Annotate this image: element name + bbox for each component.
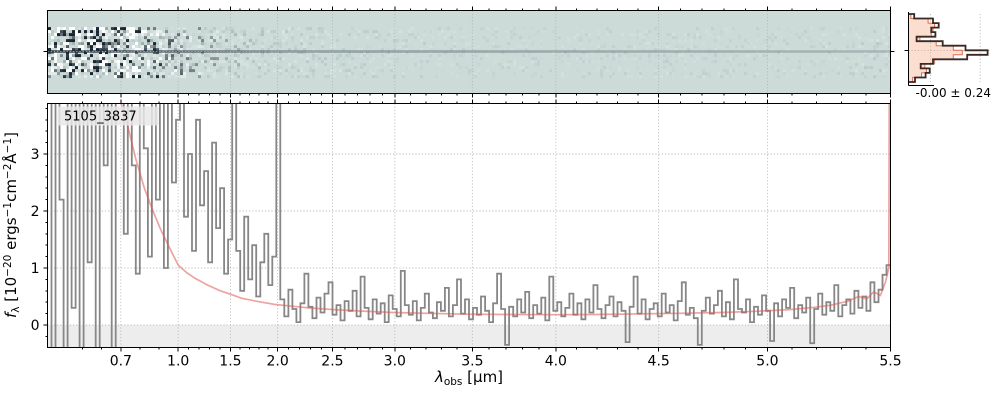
source-id-box	[57, 106, 159, 126]
spec1d-panel: 0.7 1.0 1.5 2.0 2.5 3.0 3.5 4.0 4.5 5.0 5.5 0 1 2 3 5…	[1, 99, 902, 388]
y-tick-label: 3	[31, 147, 40, 163]
y-tick-label: 0	[31, 318, 40, 334]
x-tick-label: 2.0	[267, 354, 289, 370]
profile-panel: -0.00 ± 0.24	[904, 12, 991, 100]
spec1d-border	[47, 103, 891, 348]
x-tick-label: 1.5	[219, 354, 241, 370]
x-tick-label: 2.5	[321, 354, 343, 370]
x-tick-label: 4.0	[545, 354, 567, 370]
spec2d-panel	[43, 6, 895, 98]
y-tick-labels: 0 1 2 3	[31, 147, 40, 334]
profile-stat-label: -0.00 ± 0.24	[916, 86, 991, 100]
y-tick-label: 2	[31, 204, 40, 220]
uncertainty-line	[120, 103, 891, 316]
x-tick-label: 5.5	[879, 354, 901, 370]
spec1d-ticks	[43, 99, 891, 352]
spectral-trace	[47, 50, 891, 53]
noise-texture	[48, 27, 891, 79]
profile-data-line	[908, 13, 989, 83]
profile-axes	[904, 12, 934, 86]
y-axis-label: fλ​ [10−20​ ergs−1​cm−2​Å−1​]	[1, 132, 22, 318]
x-tick-label: 0.7	[110, 354, 132, 370]
x-tick-label: 3.5	[461, 354, 483, 370]
x-tick-label: 4.5	[648, 354, 670, 370]
x-tick-label: 3.0	[384, 354, 406, 370]
x-axis-label: λobs​ [μm]	[434, 368, 503, 388]
x-tick-label: 5.0	[756, 354, 778, 370]
spectrum-flux-line	[50, 103, 891, 348]
x-tick-label: 1.0	[167, 354, 189, 370]
source-id-label: 5105_3837	[64, 110, 137, 125]
x-tick-labels: 0.7 1.0 1.5 2.0 2.5 3.0 3.5 4.0 4.5 5.0 5.5	[110, 354, 902, 370]
y-tick-label: 1	[31, 261, 40, 277]
below-zero-shade	[47, 325, 891, 348]
spec2d-ticks	[43, 6, 895, 98]
profile-model-fill	[908, 13, 963, 83]
